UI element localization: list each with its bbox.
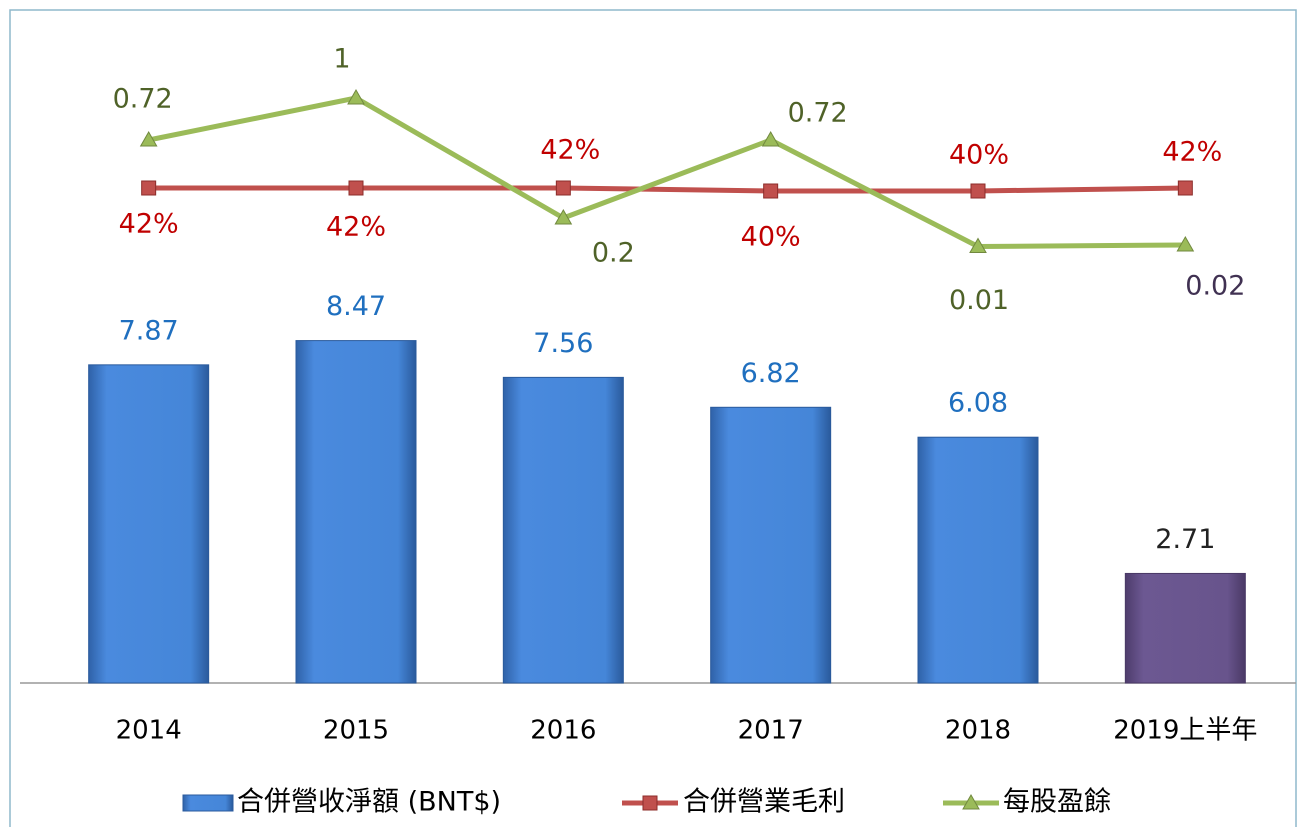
marker: [1177, 180, 1193, 196]
bar: [295, 340, 417, 684]
bar: [710, 406, 832, 684]
data-label: 6.82: [741, 358, 801, 389]
marker: [1176, 235, 1195, 252]
data-label: 0.2: [592, 238, 635, 269]
data-label: 8.47: [326, 291, 386, 322]
data-label: 42%: [1162, 137, 1222, 168]
x-tick-label: 2015: [323, 716, 389, 746]
marker: [348, 180, 364, 196]
line: [148, 185, 1186, 194]
marker: [555, 180, 571, 196]
bar: [502, 376, 624, 684]
marker: [347, 88, 365, 105]
line: [148, 95, 1186, 249]
bar: [1124, 572, 1246, 684]
legend-label: 每股盈餘: [1003, 787, 1111, 818]
data-label: 6.08: [948, 388, 1008, 419]
data-label: 42%: [119, 209, 179, 240]
bar: [917, 436, 1039, 684]
data-label: 42%: [326, 212, 386, 243]
data-label: 0.72: [788, 98, 848, 129]
data-label: 40%: [741, 222, 801, 253]
x-tick-label: 2016: [530, 716, 596, 746]
marker: [554, 208, 573, 225]
marker: [969, 237, 987, 253]
data-label: 0.72: [113, 84, 173, 115]
data-label: 2.71: [1155, 524, 1215, 555]
legend-marker: [962, 793, 980, 810]
legend-label: 合併營業毛利: [683, 787, 845, 818]
data-label: 42%: [540, 135, 600, 166]
marker: [763, 183, 779, 199]
marker: [139, 130, 158, 147]
x-tick-label: 2017: [738, 716, 804, 746]
marker: [141, 180, 157, 196]
legend-label: 合併營收淨額 (BNT$): [237, 787, 501, 818]
data-label: 7.87: [119, 315, 179, 346]
x-tick-label: 2019上半年: [1113, 716, 1257, 746]
legend-marker: [642, 795, 658, 811]
data-label: 0.01: [949, 285, 1009, 316]
x-tick-label: 2018: [945, 716, 1011, 746]
x-tick-label: 2014: [116, 716, 182, 746]
bar: [88, 364, 210, 684]
legend-swatch: [182, 794, 234, 812]
marker: [761, 130, 780, 147]
frame: [9, 9, 1297, 827]
data-label: 1: [333, 44, 350, 75]
data-label: 7.56: [533, 328, 593, 359]
marker: [970, 183, 986, 199]
data-label: 40%: [949, 140, 1009, 171]
data-label: 0.02: [1185, 271, 1245, 302]
